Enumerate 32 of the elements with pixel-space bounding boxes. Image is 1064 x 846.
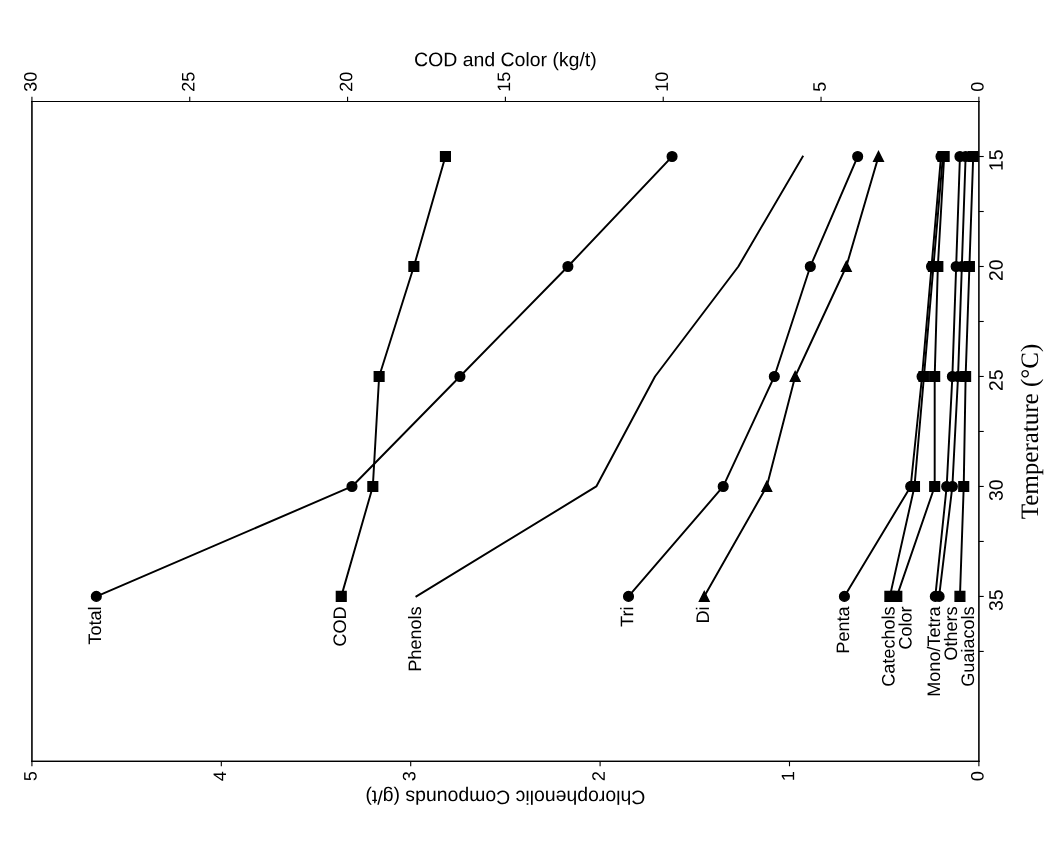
x2-tick-label: 0 bbox=[970, 82, 984, 92]
text: Penta bbox=[836, 606, 850, 653]
text: Guaiacols bbox=[960, 607, 975, 686]
text: Color bbox=[898, 606, 912, 649]
x-axis-title: Chlorophenolic Compounds (g/t) bbox=[366, 786, 645, 805]
y-tick-label: 25 bbox=[989, 370, 1003, 391]
x2-tick-label: 15 bbox=[497, 72, 511, 91]
text: Di bbox=[695, 607, 709, 622]
x-tick-label: 5 bbox=[24, 771, 37, 781]
text: Others bbox=[943, 607, 958, 660]
x2-tick-label: 5 bbox=[813, 82, 826, 92]
x2-tick-label: 10 bbox=[655, 72, 669, 91]
x2-axis-title: COD and Color (kg/t) bbox=[415, 52, 596, 71]
x-tick-label: 3 bbox=[402, 771, 416, 781]
x-tick-label: 0 bbox=[970, 771, 984, 781]
y-tick-label: 15 bbox=[989, 150, 1003, 170]
x-tick-label: 1 bbox=[781, 772, 795, 780]
text: Total bbox=[87, 607, 102, 645]
text: Tri bbox=[620, 607, 634, 627]
text: Catechols bbox=[881, 607, 895, 686]
y-tick-label: 30 bbox=[989, 480, 1003, 501]
y-tick-label: 20 bbox=[989, 260, 1003, 281]
text: Mono/Tetra bbox=[926, 606, 941, 696]
y-axis-title: Temperature (°C) bbox=[1020, 344, 1044, 519]
text: COD bbox=[333, 607, 347, 646]
text: Phenols bbox=[407, 607, 422, 671]
x2-tick-label: 30 bbox=[23, 72, 37, 92]
x-tick-label: 2 bbox=[592, 772, 605, 781]
x2-tick-label: 25 bbox=[181, 72, 195, 91]
y-tick-label: 35 bbox=[989, 590, 1003, 611]
x-tick-label: 4 bbox=[213, 771, 226, 781]
x2-tick-label: 20 bbox=[339, 72, 353, 91]
